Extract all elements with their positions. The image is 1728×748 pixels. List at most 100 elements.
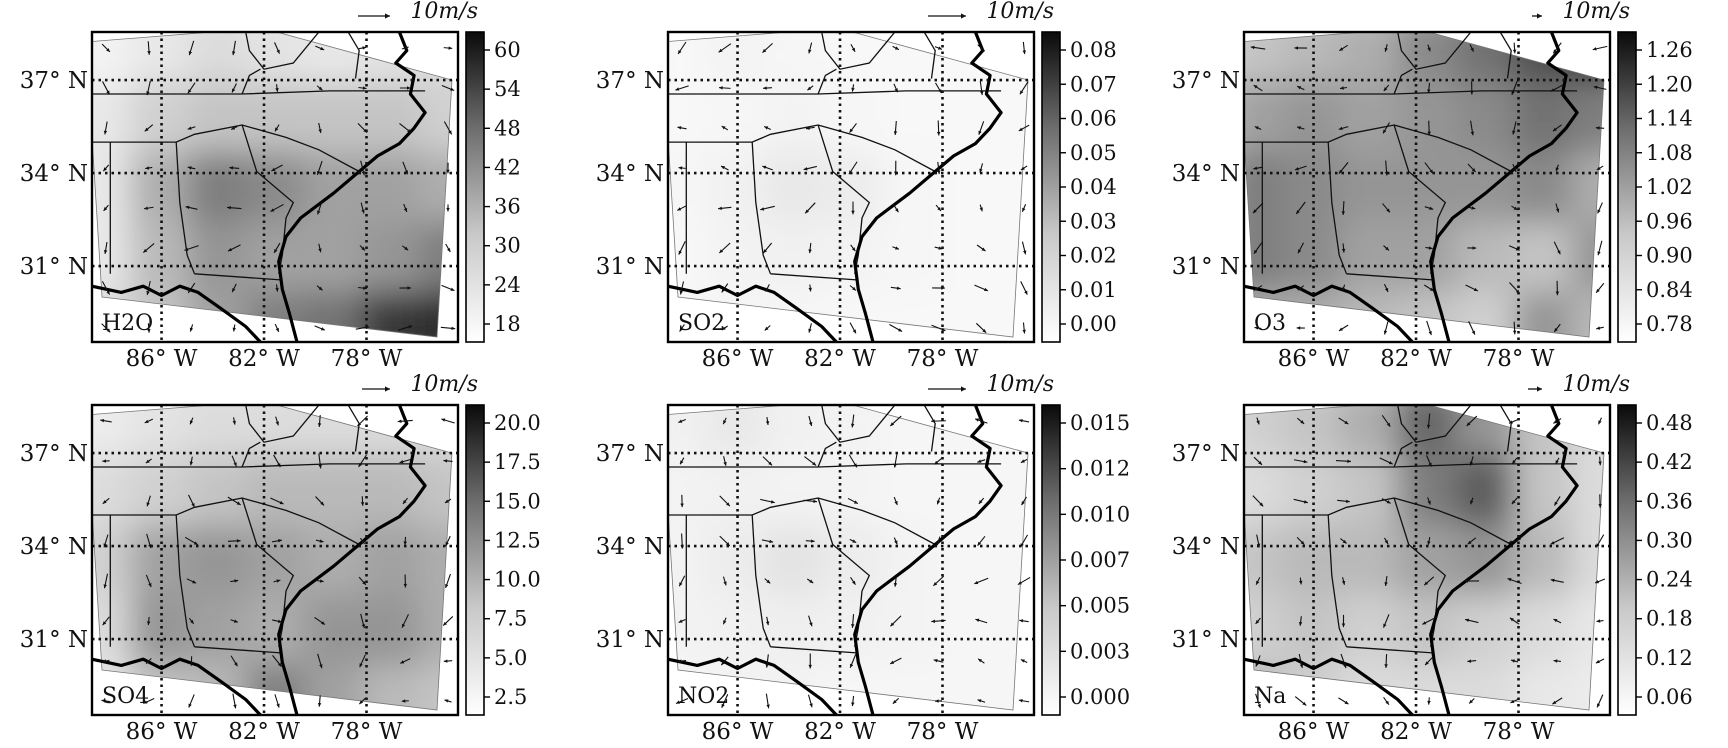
colorbar-tick-label: 42 [494,155,521,179]
wind-vector-head [1384,540,1388,545]
colorbar-tick-label: 1.02 [1646,175,1693,199]
wind-vector-head [406,86,411,90]
wind-vector-head [981,247,986,252]
colorbar: 60 54 48 42 36 30 24 18 [465,31,521,343]
wind-vector-head [808,422,813,426]
wind-vector-head [1553,619,1558,623]
wind-vector-head [1388,460,1393,465]
wind-vector-head [188,703,192,708]
colorbar-gradient [465,31,485,343]
coastline [853,405,1003,715]
wind-vector-head [812,461,817,466]
longitude-label: 86° W [1278,719,1350,745]
wind-vector-head [1250,45,1255,50]
wind-vector-head [1427,47,1431,52]
wind-vector-head [851,210,855,215]
wind-vector-head [1296,210,1300,215]
latitude-label: 34° N [1172,534,1240,560]
wind-vector-head [1254,126,1259,130]
wind-vector-head [723,420,727,425]
latitude-label: 31° N [20,254,88,280]
wind-vector-head [1338,169,1343,174]
state-boundary [817,441,837,468]
wind-vector-head [1467,540,1472,545]
wind-vector-head [1470,500,1474,505]
wind-vector-head [1466,422,1471,426]
wind-vector-head [361,171,366,176]
wind-vector-head [851,47,856,52]
wind-vector-head [851,87,855,92]
wind-vector-head [1300,540,1305,545]
wind-vector-head [890,422,895,426]
wind-vector-head [145,459,150,464]
longitude-label: 78° W [331,346,403,372]
state-boundary [92,463,426,468]
wind-vector-head [679,327,684,332]
wind-vector-head [231,126,236,130]
latitude-label: 31° N [1172,627,1240,653]
colorbar-tick-label: 1.14 [1646,107,1693,131]
wind-vector-head [407,286,412,290]
coastline [668,284,838,342]
wind-vector-head [101,699,106,703]
wind-vector-head [1428,331,1432,336]
wind-vector-head [277,619,282,623]
wind-vector-head [934,460,939,465]
wind-vector-head [936,131,941,136]
wind-vector-head [1598,420,1602,425]
wind-vector-head [236,501,241,505]
wind-vector-head [444,699,449,703]
wind-vector-head [445,583,449,588]
wind-vector-head [1553,659,1558,663]
wind-vector-head [808,249,812,254]
state-boundary [770,273,859,281]
wind-vector-head [720,166,725,170]
wind-vector-head [1383,87,1388,92]
wind-vector-head [1385,700,1389,705]
wind-vector-head [765,287,769,292]
wind-vector-head [402,623,406,628]
wind-vector-head [1383,129,1387,134]
wind-vector-head [851,247,856,252]
colorbar-tick-label: 24 [494,273,521,297]
wind-vector-head [227,247,232,252]
latitude-label: 37° N [20,441,88,467]
latitude-label: 31° N [20,627,88,653]
colorbar-gradient [1041,404,1061,716]
wind-vector-head [1425,661,1429,666]
wind-vector-head [1596,166,1601,170]
wind-vector-head [978,500,983,504]
coastline [1429,32,1579,342]
map-panel-no2: NO2 37° N 34° N 31° N 86° W 82° W 78° W 10m/s 0.… [596,372,1130,745]
wind-vector-head [100,418,105,423]
panel-species-label: SO2 [678,311,725,336]
wind-vector-head [805,209,809,214]
latitude-label: 37° N [1172,68,1240,94]
domain-outline [668,405,1029,711]
coastline [1244,657,1414,715]
wind-vector-head [898,328,903,332]
colorbar-tick-label: 2.5 [494,685,527,709]
wind-vector-head [1428,462,1432,467]
colorbar-tick-label: 0.003 [1070,639,1130,663]
domain-outline [92,32,453,338]
reference-vector-label: 10m/s [1562,0,1630,24]
wind-vector-head [1303,459,1308,464]
wind-vector-head [279,500,284,505]
wind-vector-head [1256,420,1260,425]
wind-vector-head [1422,621,1427,625]
wind-vector-head [808,287,812,292]
wind-vector-head [853,500,858,504]
reference-vector-head [961,13,966,19]
coastline [92,284,262,342]
wind-vector-head [318,86,323,91]
wind-vector-head [936,541,940,546]
state-boundary [1393,68,1413,95]
map-frame [90,30,460,344]
wind-vector-head [1596,326,1601,330]
wind-vector-head [895,208,899,213]
wind-vector-head [849,128,854,133]
wind-vector-head [894,540,898,545]
wind-vector-head [443,659,448,663]
longitude-label: 86° W [126,346,198,372]
